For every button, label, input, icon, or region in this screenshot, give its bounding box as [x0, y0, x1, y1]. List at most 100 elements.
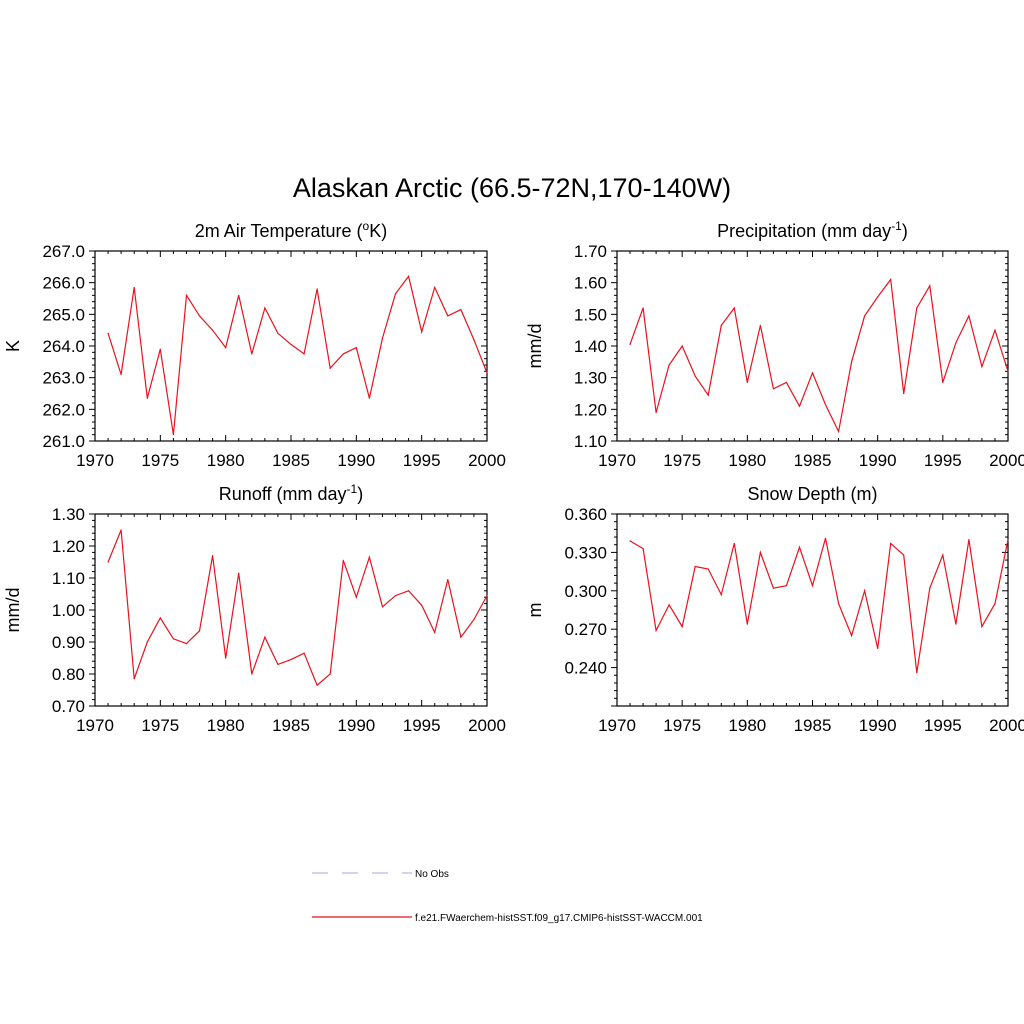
- y-tick-label: 1.10: [574, 432, 607, 451]
- y-tick-label: 0.330: [564, 543, 607, 562]
- y-tick-label: 0.270: [564, 620, 607, 639]
- x-tick-label: 1975: [663, 716, 701, 735]
- data-point: [486, 372, 488, 374]
- series-line: [629, 277, 1009, 434]
- data-point: [277, 663, 279, 666]
- y-tick-label: 1.60: [574, 274, 607, 293]
- data-point: [824, 537, 827, 539]
- y-tick-label: 1.00: [52, 601, 85, 620]
- data-point: [785, 585, 788, 587]
- legend-model-label: f.e21.FWaerchem-histSST.f09_g17.CMIP6-hi…: [415, 913, 703, 924]
- figure-title: Alaskan Arctic (66.5-72N,170-140W): [293, 173, 731, 203]
- data-point: [694, 375, 696, 377]
- data-point: [107, 561, 109, 563]
- panel-title-part: Snow Depth (m): [747, 484, 877, 504]
- y-tick-label: 264.0: [42, 337, 85, 356]
- data-point: [238, 294, 240, 296]
- x-tick-label: 1975: [663, 451, 701, 470]
- data-point: [316, 288, 318, 290]
- data-point: [877, 647, 879, 650]
- data-point: [264, 307, 266, 309]
- data-point: [473, 619, 475, 621]
- data-point: [851, 361, 853, 363]
- data-point: [720, 594, 722, 596]
- x-tick-label: 2000: [989, 716, 1024, 735]
- data-point: [1007, 370, 1009, 372]
- data-point: [733, 542, 735, 545]
- data-point: [746, 381, 748, 384]
- panel-snow-depth: Snow Depth (m) m 1970 1975 1980 1985 1990 1995 2…: [525, 484, 1024, 735]
- data-point: [981, 365, 983, 368]
- x-tick-label: 1995: [924, 451, 962, 470]
- panel-title: Precipitation (mm day-1): [717, 219, 908, 241]
- data-point: [434, 631, 436, 634]
- data-point: [198, 630, 201, 632]
- data-point: [655, 411, 657, 414]
- data-point: [916, 672, 918, 674]
- data-point: [185, 294, 188, 296]
- plot-frame: [94, 250, 488, 442]
- data-point: [198, 315, 201, 317]
- data-point: [185, 643, 188, 645]
- data-point: [394, 293, 397, 295]
- x-tick-label: 1985: [272, 451, 310, 470]
- data-point: [473, 339, 475, 341]
- data-point: [434, 286, 436, 289]
- data-point: [329, 367, 331, 369]
- data-point: [655, 629, 657, 632]
- data-point: [212, 329, 214, 331]
- x-tick-label: 1980: [728, 716, 766, 735]
- data-point: [408, 275, 410, 277]
- data-point: [929, 587, 931, 589]
- data-point: [172, 434, 174, 436]
- x-tick-label: 1970: [76, 716, 114, 735]
- y-tick-label: 1.20: [52, 537, 85, 556]
- series-line: [107, 529, 488, 687]
- y-tick-label: 1.50: [574, 305, 607, 324]
- data-point: [994, 603, 996, 605]
- data-point: [746, 623, 748, 625]
- data-point: [759, 551, 761, 554]
- data-point: [251, 673, 253, 675]
- data-point: [159, 348, 161, 350]
- y-tick-label: 1.10: [52, 569, 85, 588]
- data-point: [837, 430, 840, 433]
- data-point: [981, 626, 983, 628]
- series-line: [629, 538, 1009, 673]
- data-point: [421, 604, 423, 606]
- plot-frame: [94, 513, 488, 707]
- data-point: [159, 617, 161, 619]
- data-point: [225, 346, 227, 349]
- x-tick-label: 1995: [403, 716, 441, 735]
- data-point: [837, 603, 840, 605]
- data-point: [460, 308, 462, 311]
- data-point: [146, 641, 148, 643]
- data-point: [707, 568, 709, 570]
- data-point: [447, 579, 449, 581]
- data-point: [355, 596, 357, 598]
- x-tick-label: 1985: [272, 716, 310, 735]
- data-point: [707, 394, 709, 396]
- panel-title: Runoff (mm day-1): [219, 482, 363, 504]
- panel-title-superscript: -1: [347, 482, 358, 496]
- y-axis-label: mm/d: [3, 588, 23, 633]
- x-tick-label: 1990: [337, 716, 375, 735]
- panel-title-part: 2m Air Temperature (: [195, 221, 363, 241]
- data-point: [629, 540, 631, 542]
- y-tick-label: 1.30: [52, 505, 85, 524]
- data-point: [694, 565, 696, 568]
- y-axis-label: m: [525, 603, 545, 618]
- y-tick-label: 266.0: [42, 274, 85, 293]
- data-point: [368, 397, 370, 399]
- plot-frame: [616, 513, 1009, 707]
- x-tick-label: 1995: [403, 451, 441, 470]
- series-line: [107, 274, 488, 435]
- data-point: [212, 555, 214, 557]
- y-tick-label: 261.0: [42, 432, 85, 451]
- data-point: [955, 342, 957, 344]
- data-point: [486, 595, 488, 597]
- data-point: [381, 606, 384, 608]
- data-point: [642, 547, 644, 550]
- x-tick-label: 1975: [141, 716, 179, 735]
